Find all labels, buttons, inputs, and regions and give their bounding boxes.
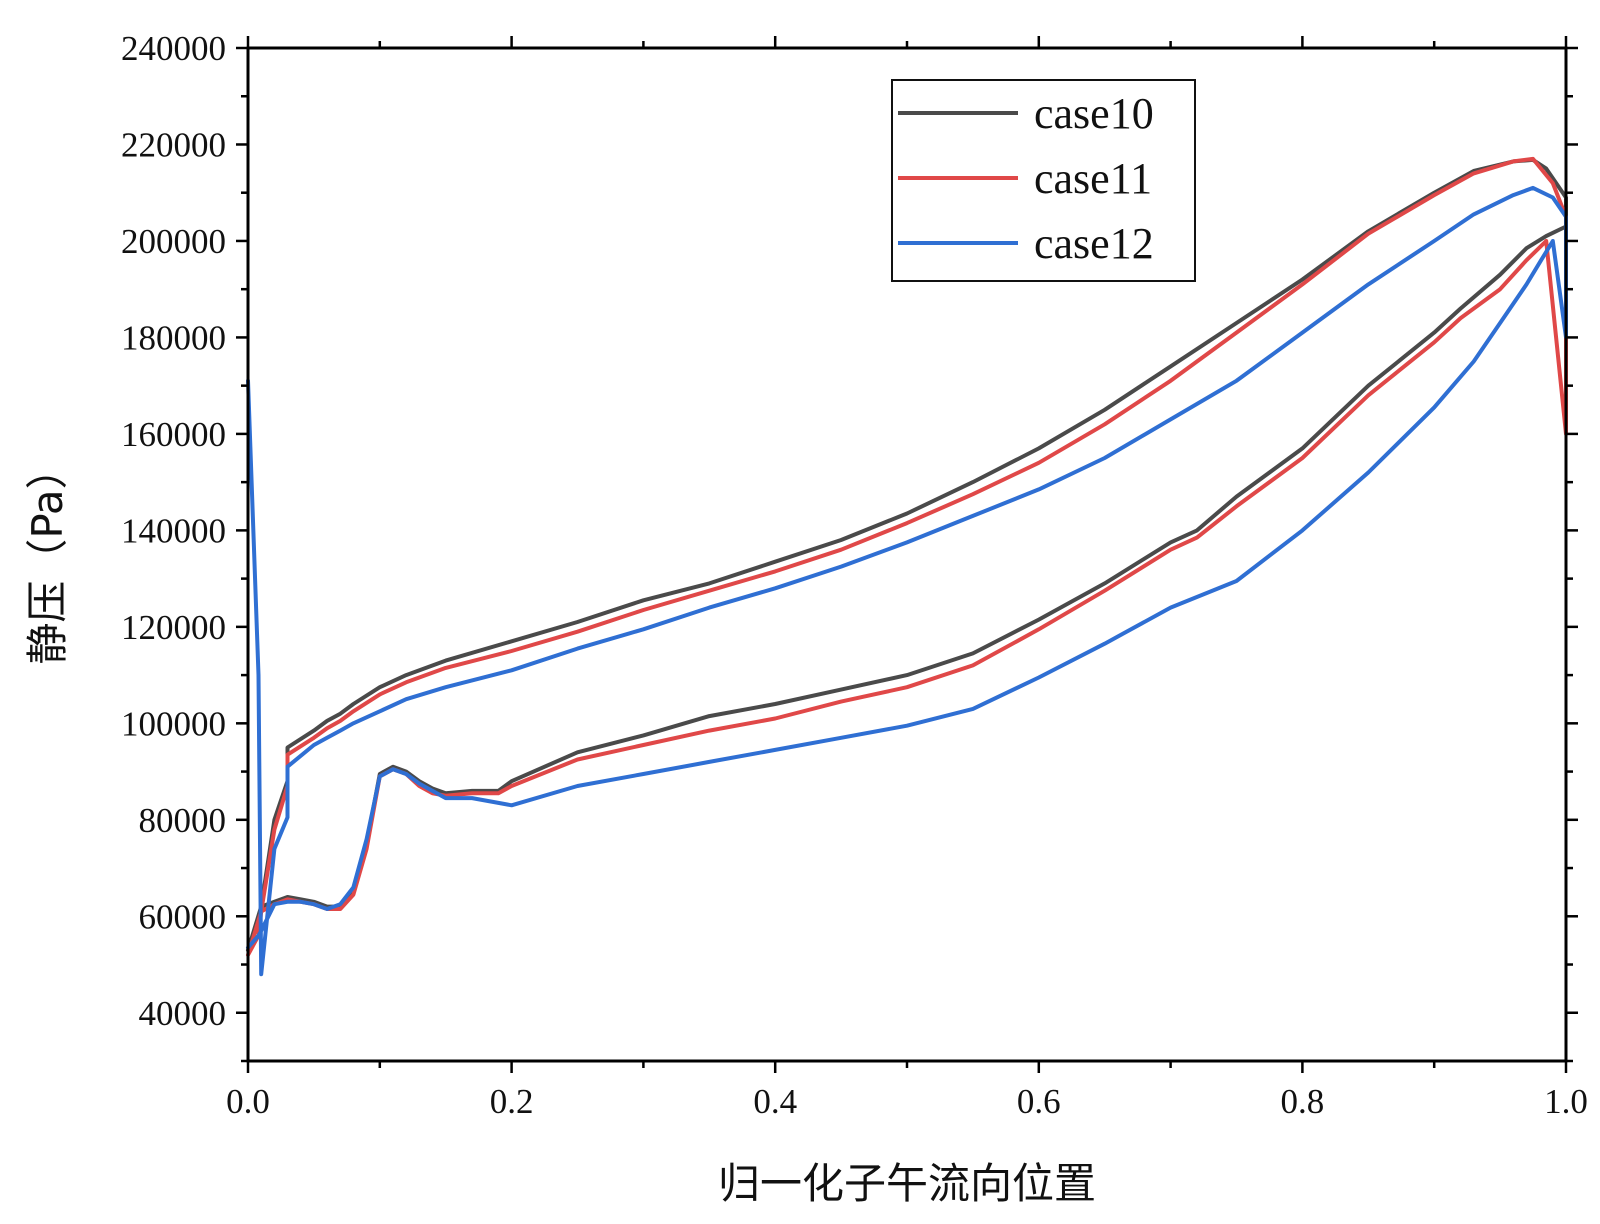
y-tick-label: 140000 <box>121 511 226 550</box>
series-line-case12 <box>246 185 1568 977</box>
y-tick-label: 160000 <box>121 415 226 454</box>
y-tick-label: 200000 <box>121 222 226 261</box>
legend-label-case12: case12 <box>1034 219 1154 268</box>
y-axis-title: 静压（Pa） <box>23 447 72 664</box>
legend: case10 case11 case12 <box>891 79 1196 282</box>
x-tick-label: 1.0 <box>1544 1082 1588 1121</box>
legend-label-case11: case11 <box>1034 154 1152 203</box>
y-tick-label: 100000 <box>121 704 226 743</box>
y-tick-label: 220000 <box>121 125 226 164</box>
x-tick-label: 0.0 <box>226 1082 270 1121</box>
y-tick-label: 180000 <box>121 318 226 357</box>
x-axis-title: 归一化子午流向位置 <box>718 1159 1096 1208</box>
x-tick-label: 0.6 <box>1017 1082 1061 1121</box>
x-tick-label: 0.4 <box>753 1082 797 1121</box>
series-line-case10 <box>246 157 1568 953</box>
x-tick-label: 0.2 <box>490 1082 534 1121</box>
series-layer <box>246 156 1568 977</box>
y-tick-label: 240000 <box>121 29 226 68</box>
x-tick-label: 0.8 <box>1281 1082 1325 1121</box>
legend-label-case10: case10 <box>1034 89 1154 138</box>
y-tick-label: 40000 <box>139 994 227 1033</box>
legend-box <box>891 79 1196 282</box>
axis-ticks <box>236 36 1578 1073</box>
tick-labels: 0.0 0.2 0.4 0.6 0.8 1.0 40000 60000 80000 100000 1… <box>121 29 1588 1121</box>
y-tick-label: 80000 <box>139 801 227 840</box>
y-tick-label: 120000 <box>121 608 226 647</box>
y-tick-label: 60000 <box>139 897 227 936</box>
